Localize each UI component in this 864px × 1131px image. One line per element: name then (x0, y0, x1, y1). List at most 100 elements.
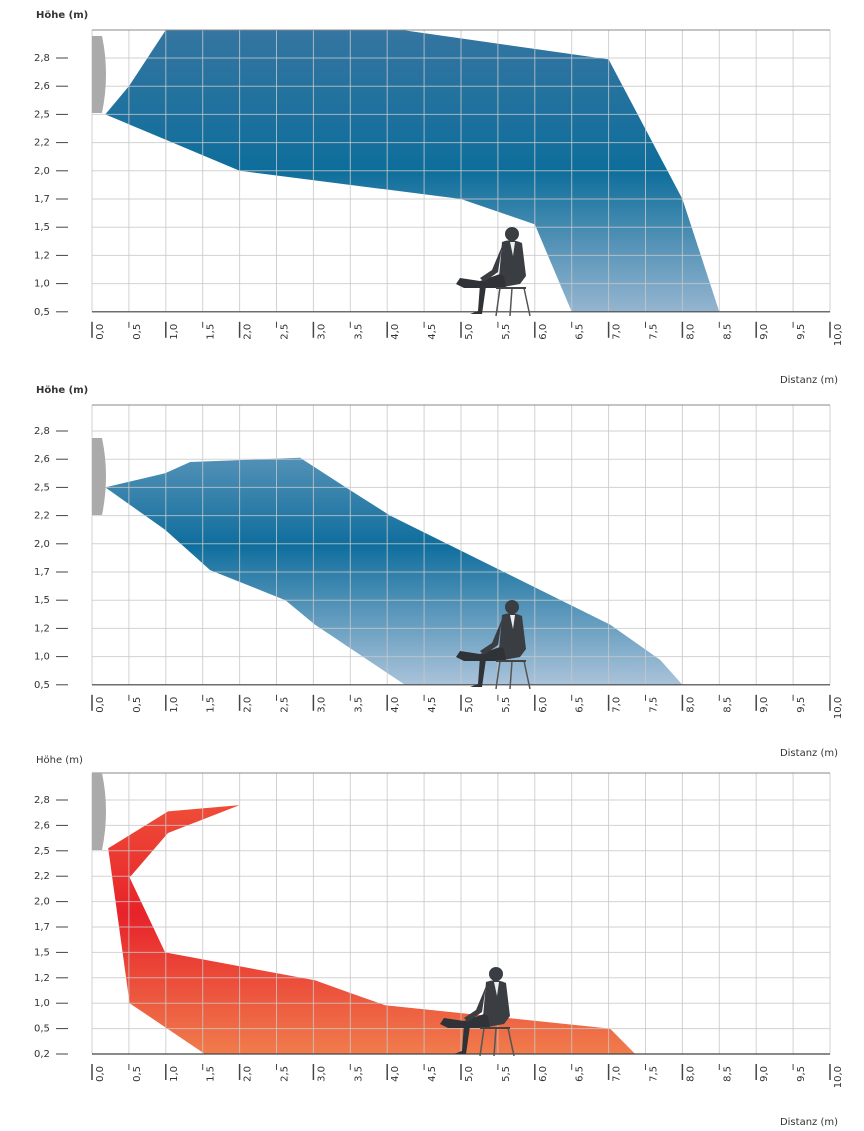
x-tick-label: 6,0 (538, 324, 549, 340)
y-tick-label: 1,0 (34, 279, 50, 290)
x-tick-label: 2,0 (243, 697, 254, 713)
x-tick-label: 7,0 (612, 697, 623, 713)
x-tick-label: 7,0 (612, 1066, 623, 1082)
y-tick-label: 1,5 (34, 595, 50, 606)
x-tick-label: 2,0 (243, 324, 254, 340)
y-tick-label: 2,0 (34, 539, 50, 550)
y-tick-label: 1,7 (34, 194, 50, 205)
y-tick-label: 2,8 (34, 53, 50, 64)
x-tick-label: 0,5 (132, 1066, 143, 1082)
x-tick-label: 2,5 (280, 324, 291, 340)
x-tick-label: 9,5 (796, 697, 807, 713)
x-tick-label: 4,0 (390, 324, 401, 340)
y-axis-title: Höhe (m) (36, 755, 83, 766)
x-tick-label: 7,5 (649, 697, 660, 713)
y-tick-label: 1,2 (34, 250, 50, 261)
y-tick-label: 2,5 (34, 482, 50, 493)
x-tick-label: 5,5 (501, 1066, 512, 1082)
y-tick-label: 1,0 (34, 998, 50, 1009)
x-tick-label: 3,0 (316, 324, 327, 340)
x-tick-label: 7,5 (649, 1066, 660, 1082)
x-tick-label: 9,5 (796, 324, 807, 340)
x-tick-label: 2,5 (280, 697, 291, 713)
x-tick-label: 10,0 (833, 697, 844, 719)
x-tick-label: 1,0 (169, 324, 180, 340)
y-axis-title: Höhe (m) (36, 10, 88, 21)
x-tick-label: 9,5 (796, 1066, 807, 1082)
detection-area (105, 457, 683, 685)
x-tick-label: 4,0 (390, 697, 401, 713)
y-tick-label: 2,6 (34, 454, 50, 465)
x-tick-label: 10,0 (833, 1066, 844, 1088)
x-axis-title: Distanz (m) (780, 1117, 838, 1128)
x-tick-label: 0,0 (95, 1066, 106, 1082)
x-tick-label: 5,0 (464, 324, 475, 340)
x-tick-label: 4,5 (427, 1066, 438, 1082)
x-axis-title: Distanz (m) (780, 375, 838, 386)
y-tick-label: 2,2 (34, 511, 50, 522)
y-tick-label: 2,0 (34, 897, 50, 908)
y-tick-label: 0,5 (34, 1024, 50, 1035)
y-tick-label: 0,5 (34, 680, 50, 691)
y-tick-label: 2,6 (34, 81, 50, 92)
x-tick-label: 9,0 (759, 697, 770, 713)
y-tick-label: 1,5 (34, 222, 50, 233)
x-tick-label: 5,0 (464, 697, 475, 713)
x-tick-label: 3,0 (316, 1066, 327, 1082)
chart: 2,8 2,6 2,5 2,2 2,0 1,7 1,5 1,2 1,0 0,5 0,0 0,5 1,0 1… (34, 10, 844, 386)
y-tick-label: 2,8 (34, 795, 50, 806)
y-tick-label: 1,7 (34, 922, 50, 933)
x-tick-label: 6,0 (538, 697, 549, 713)
y-tick-label: 0,2 (34, 1049, 50, 1060)
x-tick-label: 3,5 (353, 324, 364, 340)
x-tick-label: 9,0 (759, 1066, 770, 1082)
y-tick-label: 1,5 (34, 947, 50, 958)
x-tick-label: 6,5 (575, 324, 586, 340)
x-tick-label: 3,0 (316, 697, 327, 713)
x-tick-label: 6,0 (538, 1066, 549, 1082)
x-tick-label: 8,0 (685, 697, 696, 713)
y-tick-label: 2,2 (34, 871, 50, 882)
x-tick-label: 1,5 (206, 1066, 217, 1082)
x-tick-label: 6,5 (575, 1066, 586, 1082)
x-tick-label: 4,5 (427, 324, 438, 340)
x-tick-label: 2,5 (280, 1066, 291, 1082)
x-tick-label: 0,0 (95, 697, 106, 713)
y-tick-label: 1,0 (34, 652, 50, 663)
x-tick-label: 6,5 (575, 697, 586, 713)
y-tick-label: 2,6 (34, 820, 50, 831)
y-tick-label: 2,5 (34, 109, 50, 120)
y-tick-label: 2,8 (34, 426, 50, 437)
x-tick-label: 1,0 (169, 697, 180, 713)
person (455, 226, 531, 317)
y-tick-label: 1,2 (34, 973, 50, 984)
x-tick-label: 8,0 (685, 1066, 696, 1082)
x-axis-title: Distanz (m) (780, 748, 838, 759)
x-tick-label: 3,5 (353, 697, 364, 713)
y-tick-label: 2,2 (34, 138, 50, 149)
y-tick-label: 2,0 (34, 166, 50, 177)
sensor (92, 773, 106, 850)
y-tick-label: 0,5 (34, 307, 50, 318)
chart: 2,8 2,6 2,5 2,2 2,0 1,7 1,5 1,2 1,0 0,5 0,0 0,5 1,0 1… (34, 385, 844, 759)
x-tick-label: 0,5 (132, 324, 143, 340)
x-tick-label: 4,0 (390, 1066, 401, 1082)
x-tick-label: 4,5 (427, 697, 438, 713)
x-tick-label: 2,0 (243, 1066, 254, 1082)
x-tick-label: 7,0 (612, 324, 623, 340)
x-tick-label: 8,5 (722, 1066, 733, 1082)
x-tick-label: 1,5 (206, 697, 217, 713)
y-tick-label: 1,2 (34, 623, 50, 634)
x-tick-label: 7,5 (649, 324, 660, 340)
x-tick-label: 10,0 (833, 324, 844, 346)
x-tick-label: 8,0 (685, 324, 696, 340)
chart: 2,8 2,6 2,5 2,2 2,0 1,7 1,5 1,2 1,0 0,5 0,2 0,0 0,5 1… (34, 755, 844, 1128)
x-tick-label: 8,5 (722, 324, 733, 340)
detection-area (108, 805, 636, 1054)
x-tick-label: 8,5 (722, 697, 733, 713)
x-tick-label: 0,5 (132, 697, 143, 713)
x-tick-label: 5,5 (501, 697, 512, 713)
y-tick-label: 2,5 (34, 846, 50, 857)
x-tick-label: 5,5 (501, 324, 512, 340)
